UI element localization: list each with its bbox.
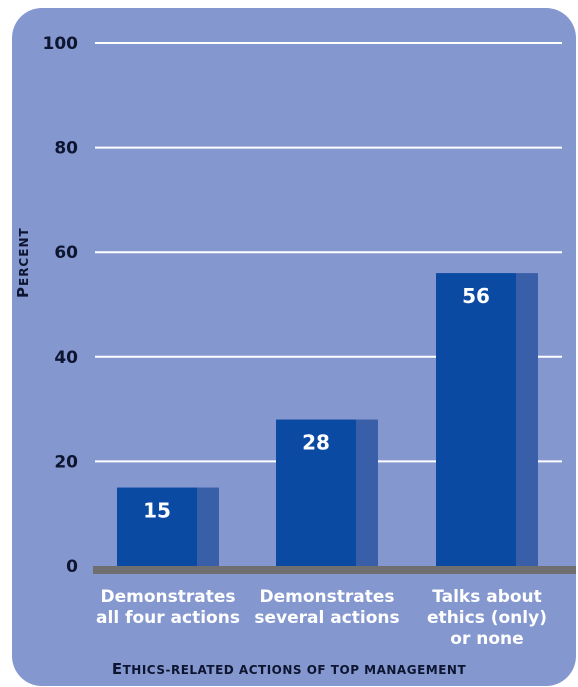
y-tick-label: 100 — [43, 34, 79, 54]
bar-side — [516, 273, 538, 566]
bar-side — [197, 487, 219, 566]
x-tick-label: Talks about — [432, 587, 542, 607]
y-tick-label: 60 — [54, 243, 78, 263]
bar-front — [117, 487, 197, 566]
bar-front — [436, 273, 516, 566]
data-label: 28 — [302, 431, 330, 455]
x-tick-label: several actions — [254, 608, 399, 628]
y-tick-label: 20 — [54, 452, 78, 472]
x-tick-label: all four actions — [96, 608, 240, 628]
y-tick-label: 80 — [54, 139, 78, 159]
data-label: 56 — [462, 284, 490, 308]
data-label: 15 — [143, 499, 171, 523]
baseline — [93, 566, 576, 574]
x-tick-label: ethics (only) — [427, 608, 547, 628]
x-tick-label: Demonstrates — [259, 587, 394, 607]
y-axis-title: Percent — [14, 227, 32, 298]
y-tick-label: 40 — [54, 348, 78, 368]
y-tick-label: 0 — [66, 557, 78, 577]
x-tick-label: Demonstrates — [100, 587, 235, 607]
x-tick-label: or none — [450, 629, 523, 649]
x-axis-title: Ethics-related actions of top management — [111, 660, 467, 678]
bar-front — [276, 419, 356, 566]
bar-side — [356, 419, 378, 566]
